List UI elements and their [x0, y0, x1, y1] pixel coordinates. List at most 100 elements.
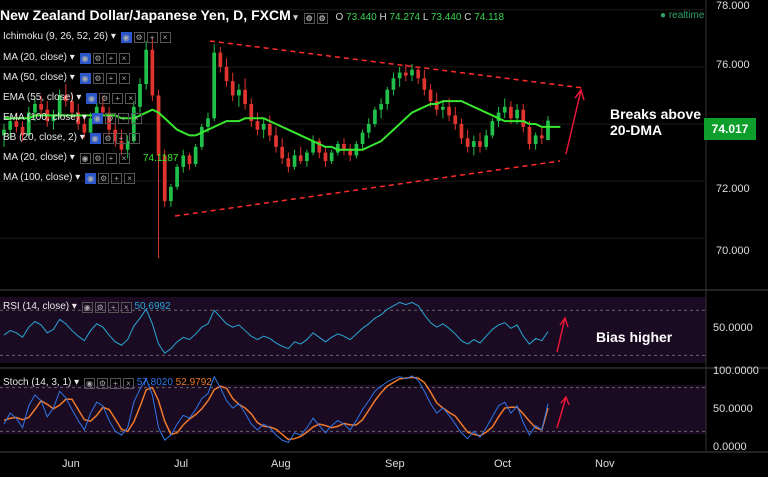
- x-tick: Aug: [271, 458, 291, 470]
- candle-body: [539, 135, 544, 139]
- candle-body: [39, 104, 43, 110]
- price-tick: 76.000: [716, 59, 750, 71]
- candle-body: [82, 124, 87, 133]
- x-tick: Nov: [595, 458, 615, 470]
- candle-body: [125, 141, 130, 150]
- current-price-tag: 74.017: [704, 118, 756, 140]
- candle-body: [76, 112, 81, 124]
- realtime-status: ● realtime: [660, 10, 705, 21]
- more-icon: +: [105, 153, 117, 164]
- candle-body: [131, 106, 136, 142]
- eye-icon: ◉: [89, 133, 101, 144]
- candle-body: [63, 95, 68, 102]
- candle-body: [144, 49, 149, 84]
- candle-body: [119, 141, 124, 150]
- rsi-line: [3, 301, 549, 354]
- candle-body: [243, 89, 247, 104]
- candle-body: [249, 104, 254, 122]
- candle-body: [138, 84, 142, 107]
- indicator-ema100[interactable]: EMA (100, close) ▾ ◉ ⚙ + ×: [3, 112, 142, 124]
- close-icon: ×: [125, 93, 137, 104]
- candle-body: [113, 129, 118, 142]
- candle-body: [101, 106, 105, 113]
- candle-body: [422, 78, 427, 90]
- indicator-ma20[interactable]: MA (20, close) ▾ ◉ ⚙ + ×: [3, 52, 130, 64]
- candle-body: [156, 95, 161, 156]
- candle-body: [379, 104, 383, 110]
- candle-body: [410, 69, 414, 76]
- bias-annotation: Bias higher: [596, 329, 673, 345]
- close-icon: ×: [128, 133, 140, 144]
- candle-body: [206, 118, 210, 127]
- more-icon: +: [146, 32, 158, 43]
- stoch-k-line: [3, 375, 549, 443]
- x-tick: Jun: [62, 458, 80, 470]
- gear-icon: ⚙: [92, 153, 104, 164]
- candle-body: [490, 121, 495, 136]
- candle-body: [533, 135, 538, 144]
- candle-body: [51, 115, 56, 122]
- eye-icon: ◉: [120, 32, 132, 43]
- more-icon: +: [117, 113, 129, 124]
- candle-body: [20, 126, 25, 136]
- indicator-ema55[interactable]: EMA (55, close) ▾ ◉ ⚙ + ×: [3, 92, 137, 104]
- candle-body: [478, 141, 482, 147]
- candle-body: [391, 78, 396, 90]
- candle-body: [175, 166, 179, 187]
- candle-body: [342, 144, 346, 150]
- gear-icon[interactable]: ⚙: [316, 13, 328, 24]
- candle-body: [169, 186, 173, 202]
- eye-icon: ◉: [81, 302, 93, 313]
- indicator-ma20b[interactable]: MA (20, close) ▾ ◉ ⚙ + ×: [3, 152, 130, 164]
- candle-body: [459, 124, 464, 139]
- indicator-bb[interactable]: BB (20, close, 2) ▾ ◉ ⚙ + ×: [3, 132, 140, 144]
- gear-icon: ⚙: [104, 113, 116, 124]
- candle-body: [496, 112, 501, 122]
- gear-icon: ⚙: [92, 53, 104, 64]
- candle-body: [181, 155, 186, 167]
- candle-body: [14, 121, 19, 127]
- lower-trendline: [174, 160, 561, 217]
- candle-body: [521, 109, 526, 127]
- candle-body: [2, 129, 6, 136]
- candle-body: [509, 106, 513, 119]
- rsi-legend[interactable]: RSI (14, close) ▾ ◉ ⚙ + × 50.6992: [3, 301, 171, 313]
- price-tick: 70.000: [716, 245, 750, 257]
- gear-icon: ⚙: [99, 93, 111, 104]
- chart-header: New Zealand Dollar/Japanese Yen, D, FXCM…: [0, 7, 505, 24]
- breakout-arrow: [565, 88, 585, 155]
- price-tick: 72.000: [716, 183, 750, 195]
- gear-icon: ⚙: [92, 73, 104, 84]
- candle-body: [484, 135, 489, 147]
- eye-icon: ◉: [86, 93, 98, 104]
- indicator-ma100[interactable]: MA (100, close) ▾ ◉ ⚙ + ×: [3, 172, 136, 184]
- candle-body: [286, 158, 291, 167]
- candle-body: [416, 69, 421, 79]
- stoch-legend[interactable]: Stoch (14, 3, 1) ▾ ◉ ⚙ + × 57.8020 52.9792: [3, 377, 212, 389]
- stoch-tick: 0.0000: [713, 441, 747, 453]
- candle-body: [311, 141, 315, 153]
- candle-body: [261, 124, 266, 130]
- candle-body: [323, 152, 328, 162]
- more-icon: +: [112, 93, 124, 104]
- stoch-panel: [0, 385, 706, 434]
- indicator-ma50[interactable]: MA (50, close) ▾ ◉ ⚙ + ×: [3, 72, 130, 84]
- eye-icon: ◉: [79, 73, 91, 84]
- candle-body: [187, 155, 192, 164]
- eye-icon: ◉: [85, 173, 97, 184]
- candle-body: [397, 72, 402, 79]
- candle-body: [527, 126, 532, 144]
- candle-body: [88, 118, 93, 133]
- indicator-ichimoku[interactable]: Ichimoku (9, 26, 52, 26) ▾ ◉ ⚙ + ×: [3, 31, 171, 43]
- settings-icon[interactable]: ⚙: [303, 13, 315, 24]
- candle-body: [348, 149, 353, 156]
- ma-value-label: 74.1187: [143, 153, 179, 164]
- candle-body: [230, 81, 235, 96]
- breakout-annotation: Breaks above 20-DMA: [610, 106, 702, 138]
- symbol-title[interactable]: New Zealand Dollar/Japanese Yen, D, FXCM: [0, 7, 291, 23]
- stoch-tick: 50.0000: [713, 403, 753, 415]
- candle-body: [255, 121, 260, 130]
- close-icon: ×: [118, 73, 130, 84]
- candles-group: [2, 38, 550, 259]
